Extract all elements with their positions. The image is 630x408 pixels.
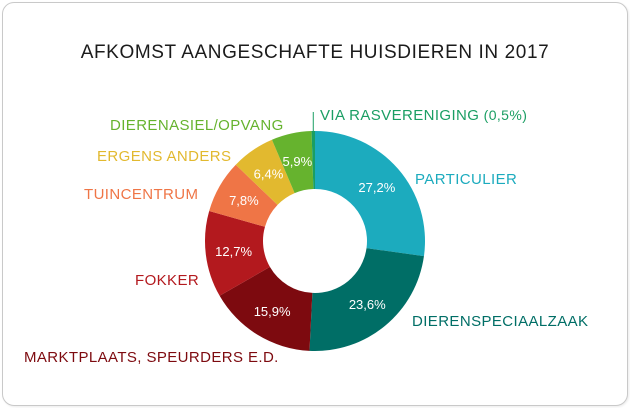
donut-slice-7 [271, 131, 314, 194]
percentage-label-4: 12,7% [215, 244, 252, 259]
donut-slice-6 [235, 139, 295, 205]
category-label-1: PARTICULIER [415, 171, 517, 188]
category-value-8: (0,5%) [479, 107, 527, 123]
donut-slice-8 [311, 131, 315, 190]
category-labels: PARTICULIER DIERENSPECIAALZAAK MARKTPLAATS… [24, 107, 588, 366]
category-label-2: DIERENSPECIAALZAAK [412, 313, 588, 330]
percentage-label-1: 27,2% [358, 180, 395, 195]
category-label-5: TUINCENTRUM [84, 186, 198, 203]
donut-slice-4 [204, 210, 270, 296]
percentage-label-6: 6,4% [254, 166, 284, 181]
percentage-labels: 27,2% 23,6% 15,9% 12,7% 7,8% 6,4%5,9% [215, 154, 396, 319]
category-label-6: ERGENS ANDERS [97, 148, 231, 165]
donut-slice-3 [219, 266, 313, 351]
donut-slice-1 [315, 131, 425, 257]
donut-slice-5 [209, 164, 278, 227]
donut-slice-2 [309, 248, 424, 352]
category-label-8: VIA RASVERENIGING (0,5%) [320, 107, 527, 124]
percentage-label-3: 15,9% [254, 304, 291, 319]
donut-slices [204, 131, 425, 352]
category-label-3: MARKTPLAATS, SPEURDERS E.D. [24, 349, 279, 366]
category-label-7: DIERENASIEL/OPVANG [110, 117, 284, 134]
category-label-4: FOKKER [135, 272, 199, 289]
percentage-label-2: 23,6% [349, 297, 386, 312]
percentage-label-5: 7,8% [229, 193, 259, 208]
chart-title: AFKOMST AANGESCHAFTE HUISDIEREN IN 2017 [81, 42, 550, 63]
percentage-label-7: 5,9% [283, 154, 313, 169]
